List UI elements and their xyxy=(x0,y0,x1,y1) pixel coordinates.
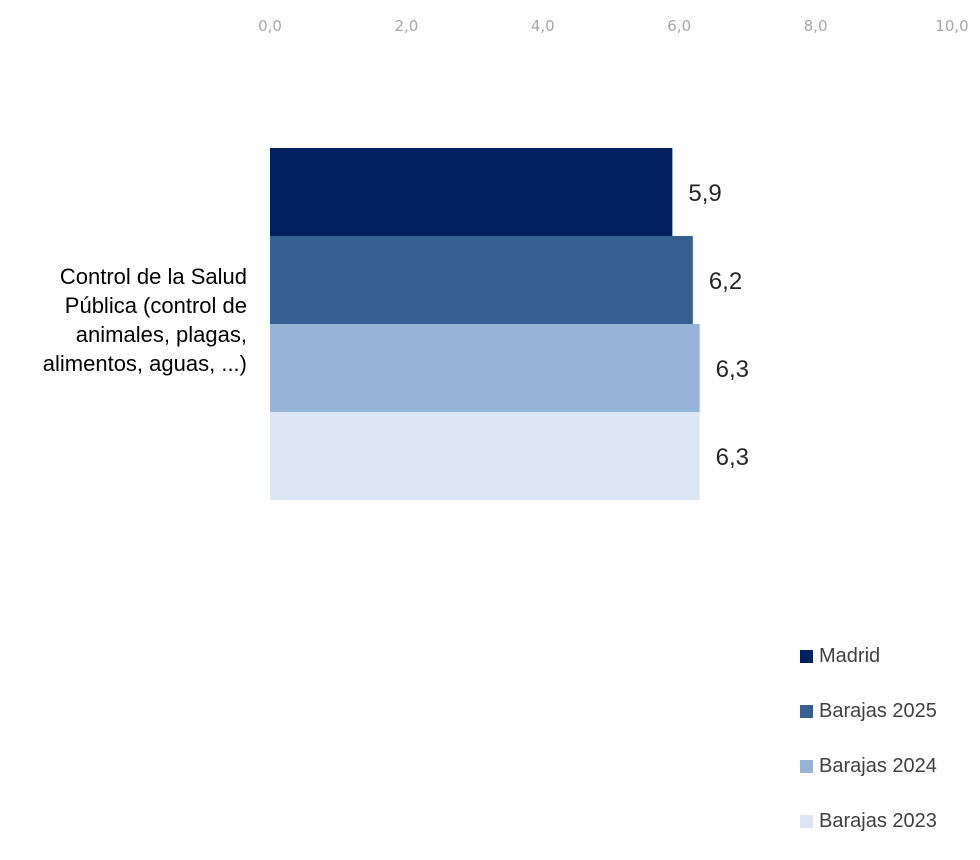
legend-swatch-barajas-2025 xyxy=(800,705,813,718)
data-label-barajas-2025: 6,2 xyxy=(709,268,742,295)
x-tick-label: 4,0 xyxy=(531,17,555,35)
category-label: Control de la Salud Pública (control de … xyxy=(42,264,247,376)
x-tick-label: 10,0 xyxy=(935,17,968,35)
bar-barajas-2023 xyxy=(270,412,700,500)
legend-swatch-barajas-2024 xyxy=(800,760,813,773)
bar-madrid xyxy=(270,148,673,236)
x-tick-label: 2,0 xyxy=(394,17,418,35)
legend-item-barajas-2023: Barajas 2023 xyxy=(800,805,937,860)
bar-chart: 0,0 2,0 4,0 6,0 8,0 10,0 5,9 6,2 6,3 6,3 xyxy=(258,17,969,500)
legend-label-barajas-2023: Barajas 2023 xyxy=(819,810,937,832)
bar-barajas-2025 xyxy=(270,236,693,324)
data-labels: 5,9 6,2 6,3 6,3 xyxy=(688,180,749,471)
data-label-barajas-2024: 6,3 xyxy=(716,356,749,383)
bars xyxy=(270,148,700,500)
legend-item-madrid: Madrid xyxy=(800,640,937,695)
legend-swatch-madrid xyxy=(800,650,813,663)
legend-label-madrid: Madrid xyxy=(819,645,881,667)
data-label-madrid: 5,9 xyxy=(688,180,721,207)
legend-item-barajas-2024: Barajas 2024 xyxy=(800,750,937,805)
x-tick-label: 0,0 xyxy=(258,17,282,35)
bar-barajas-2024 xyxy=(270,324,700,412)
x-axis-ticks: 0,0 2,0 4,0 6,0 8,0 10,0 xyxy=(258,17,969,35)
legend-label-barajas-2024: Barajas 2024 xyxy=(819,755,937,777)
x-tick-label: 6,0 xyxy=(667,17,691,35)
legend-swatch-barajas-2023 xyxy=(800,815,813,828)
data-label-barajas-2023: 6,3 xyxy=(716,444,749,471)
legend-item-barajas-2025: Barajas 2025 xyxy=(800,695,937,750)
legend: Madrid Barajas 2025 Barajas 2024 Barajas… xyxy=(800,640,937,860)
x-tick-label: 8,0 xyxy=(804,17,828,35)
legend-label-barajas-2025: Barajas 2025 xyxy=(819,700,937,722)
